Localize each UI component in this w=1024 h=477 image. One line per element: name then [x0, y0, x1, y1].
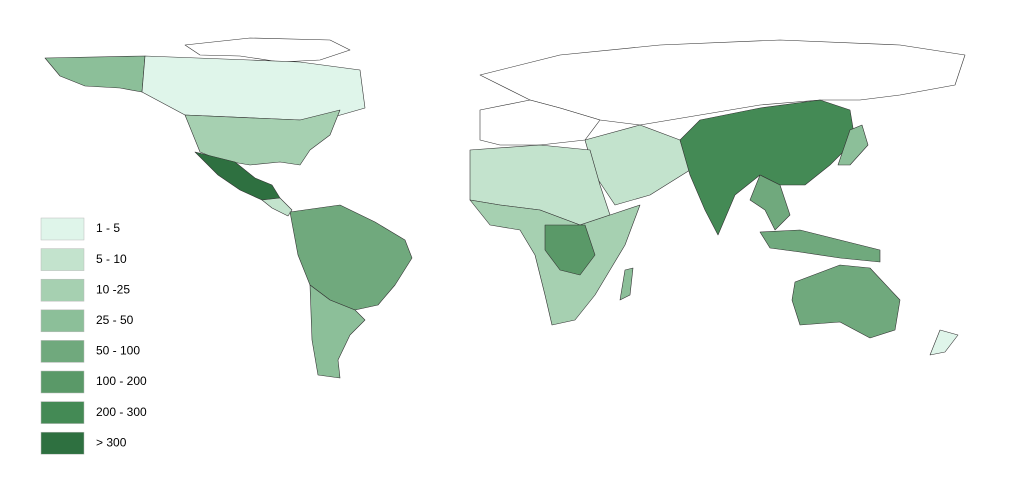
legend-label: 25 - 50	[96, 313, 134, 327]
legend-swatch	[40, 217, 85, 241]
southeast-asia	[749, 174, 791, 231]
madagascar	[619, 267, 634, 301]
legend-swatch	[40, 370, 85, 394]
legend-swatch	[40, 248, 85, 271]
congo	[544, 224, 596, 276]
alaska	[44, 55, 146, 93]
legend-label: 10 -25	[96, 282, 130, 296]
australia	[791, 264, 901, 339]
legend-label: 1 - 5	[96, 221, 120, 235]
new-zealand	[929, 329, 959, 356]
map-regions	[44, 37, 966, 379]
legend-label: 100 - 200	[96, 374, 147, 388]
legend-swatch	[40, 278, 85, 302]
south-america-south	[309, 284, 366, 379]
greenland	[184, 37, 351, 63]
legend-label: 200 - 300	[96, 405, 147, 419]
legend-swatch	[40, 431, 85, 455]
south-america-north	[289, 204, 413, 311]
legend-label: 5 - 10	[96, 252, 127, 266]
central-america	[261, 197, 293, 217]
japan	[837, 124, 869, 166]
canada	[141, 55, 366, 121]
legend-swatch	[40, 340, 85, 363]
china-india	[679, 99, 856, 236]
legend-label: 50 - 100	[96, 344, 140, 358]
indonesia	[759, 229, 881, 263]
legend-swatch	[40, 309, 85, 333]
legend-label: > 300	[96, 435, 127, 449]
legend-swatch	[40, 401, 85, 424]
